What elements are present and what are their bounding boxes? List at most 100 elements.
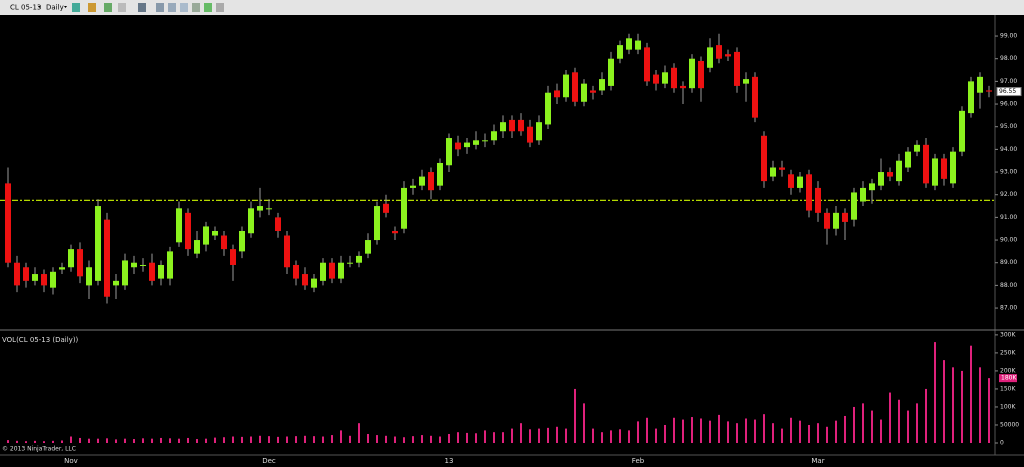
volume-bar <box>889 392 891 443</box>
dropdown-icon[interactable] <box>38 6 41 8</box>
volume-bar <box>970 345 972 443</box>
volume-bar <box>52 440 54 443</box>
x-tick-label: Nov <box>64 457 78 465</box>
candle-body <box>266 208 272 210</box>
interval[interactable]: Daily <box>46 4 64 12</box>
volume-bar <box>898 399 900 443</box>
volume-bar <box>817 423 819 443</box>
volume-bar <box>511 428 513 443</box>
volume-title: VOL(CL 05-13 (Daily)) <box>2 336 79 344</box>
y-tick-label: 150K <box>1000 385 1016 392</box>
tool-icon[interactable] <box>204 3 212 12</box>
volume-bar <box>70 436 72 443</box>
tool-icon[interactable] <box>168 3 176 12</box>
volume-bar <box>466 432 468 443</box>
volume-bar <box>214 437 216 443</box>
candle-body <box>104 219 110 297</box>
volume-bar <box>340 430 342 443</box>
volume-bar <box>880 419 882 443</box>
volume-bar <box>475 433 477 443</box>
last-price-label: 96.55 <box>999 88 1016 95</box>
candle-body <box>86 267 92 286</box>
y-tick-label: 100K <box>1000 403 1016 410</box>
volume-bar <box>61 440 63 443</box>
tool-icon[interactable] <box>118 3 126 12</box>
volume-bar <box>781 428 783 443</box>
volume-bar <box>241 436 243 443</box>
volume-bar <box>988 378 990 443</box>
candle-body <box>131 262 137 268</box>
volume-bar <box>259 435 261 443</box>
tool-icon[interactable] <box>88 3 96 12</box>
volume-bar <box>565 428 567 443</box>
volume-bar <box>592 428 594 443</box>
y-tick-label: 95.00 <box>1000 123 1017 130</box>
y-tick-label: 98.00 <box>1000 55 1017 62</box>
volume-bar <box>439 436 441 443</box>
candle-body <box>527 126 533 143</box>
candle-body <box>905 151 911 168</box>
volume-bar <box>538 428 540 443</box>
volume-bar <box>556 426 558 443</box>
candle-body <box>545 92 551 125</box>
volume-bar <box>583 403 585 443</box>
last-volume-badge <box>999 374 1017 383</box>
dropdown-icon[interactable] <box>64 6 67 8</box>
volume-bar <box>376 435 378 443</box>
symbol[interactable]: CL 05-13 <box>10 4 41 12</box>
candle-body <box>311 278 317 288</box>
candle-body <box>14 262 20 286</box>
x-tick-label: Feb <box>632 457 645 465</box>
candle-body <box>329 262 335 279</box>
volume-bar <box>295 436 297 443</box>
candle-body <box>590 90 596 93</box>
volume-bar <box>304 435 306 443</box>
volume-bar <box>331 435 333 443</box>
volume-bar <box>187 437 189 443</box>
volume-bar <box>349 435 351 443</box>
candle-body <box>140 264 146 266</box>
volume-bar <box>835 420 837 443</box>
volume-bar <box>115 439 117 443</box>
last-price-badge <box>996 87 1022 97</box>
volume-bar <box>97 438 99 443</box>
candle-body <box>149 262 155 281</box>
volume-bar <box>385 435 387 443</box>
tool-icon[interactable] <box>72 3 80 12</box>
tool-icon[interactable] <box>180 3 188 12</box>
tool-icon[interactable] <box>192 3 200 12</box>
y-tick-label: 250K <box>1000 349 1016 356</box>
tool-icon[interactable] <box>156 3 164 12</box>
volume-bar <box>403 437 405 443</box>
tool-icon[interactable] <box>138 3 146 12</box>
y-tick-label: 99.00 <box>1000 33 1017 40</box>
candle-body <box>320 262 326 281</box>
volume-bar <box>853 406 855 443</box>
candle-body <box>608 58 614 86</box>
volume-bar <box>277 436 279 443</box>
x-tick-label: Dec <box>262 457 276 465</box>
candle-body <box>176 208 182 243</box>
volume-bar <box>862 403 864 443</box>
candle-body <box>887 172 893 177</box>
candle-body <box>383 203 389 213</box>
tool-icon[interactable] <box>104 3 112 12</box>
candle-body <box>815 187 821 213</box>
candle-body <box>671 67 677 89</box>
candle-body <box>356 255 362 263</box>
volume-bar <box>34 440 36 443</box>
candle-body <box>158 264 164 279</box>
tool-icon[interactable] <box>216 3 224 12</box>
volume-bar <box>619 429 621 443</box>
volume-bar <box>718 414 720 443</box>
candle-body <box>581 83 587 102</box>
y-tick-label: 0 <box>1000 440 1004 447</box>
candle-body <box>212 230 218 236</box>
volume-bar <box>691 417 693 443</box>
volume-bar <box>142 438 144 443</box>
volume-bar <box>736 423 738 443</box>
volume-bar <box>25 441 27 443</box>
y-tick-label: 87.00 <box>1000 305 1017 312</box>
candle-body <box>806 174 812 211</box>
